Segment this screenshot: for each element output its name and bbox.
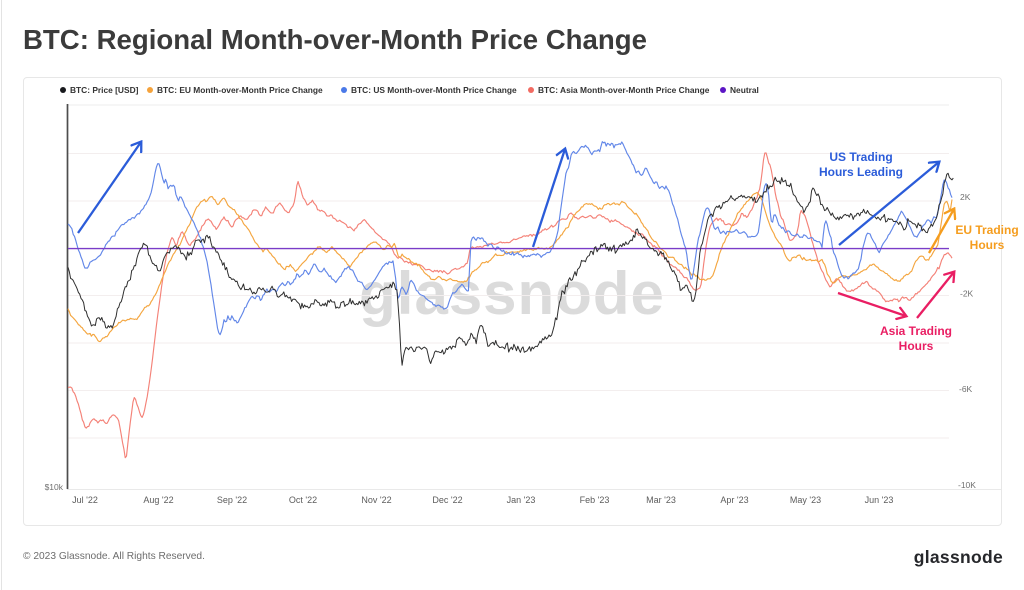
svg-text:-6K: -6K <box>959 384 973 394</box>
svg-text:Asia Trading: Asia Trading <box>880 324 952 338</box>
svg-text:-2K: -2K <box>960 289 974 299</box>
svg-text:Jan '23: Jan '23 <box>507 495 536 505</box>
svg-text:Oct '22: Oct '22 <box>289 495 317 505</box>
svg-text:US Trading: US Trading <box>829 150 892 164</box>
svg-text:-10K: -10K <box>958 480 976 490</box>
svg-text:Jun '23: Jun '23 <box>865 495 894 505</box>
svg-text:Hours: Hours <box>970 238 1005 252</box>
svg-text:Hours Leading: Hours Leading <box>819 165 903 179</box>
svg-text:$10k: $10k <box>45 482 64 492</box>
svg-text:Hours: Hours <box>899 339 934 353</box>
svg-text:Mar '23: Mar '23 <box>646 495 676 505</box>
svg-text:Nov '22: Nov '22 <box>361 495 391 505</box>
svg-text:EU Trading: EU Trading <box>955 223 1018 237</box>
svg-text:Dec '22: Dec '22 <box>432 495 462 505</box>
svg-text:2K: 2K <box>960 192 971 202</box>
svg-text:Jul '22: Jul '22 <box>72 495 98 505</box>
svg-text:Apr '23: Apr '23 <box>720 495 748 505</box>
svg-text:glassnode: glassnode <box>359 260 665 327</box>
svg-text:May '23: May '23 <box>790 495 821 505</box>
svg-text:Sep '22: Sep '22 <box>217 495 247 505</box>
svg-text:Feb '23: Feb '23 <box>580 495 610 505</box>
svg-text:Aug '22: Aug '22 <box>143 495 173 505</box>
